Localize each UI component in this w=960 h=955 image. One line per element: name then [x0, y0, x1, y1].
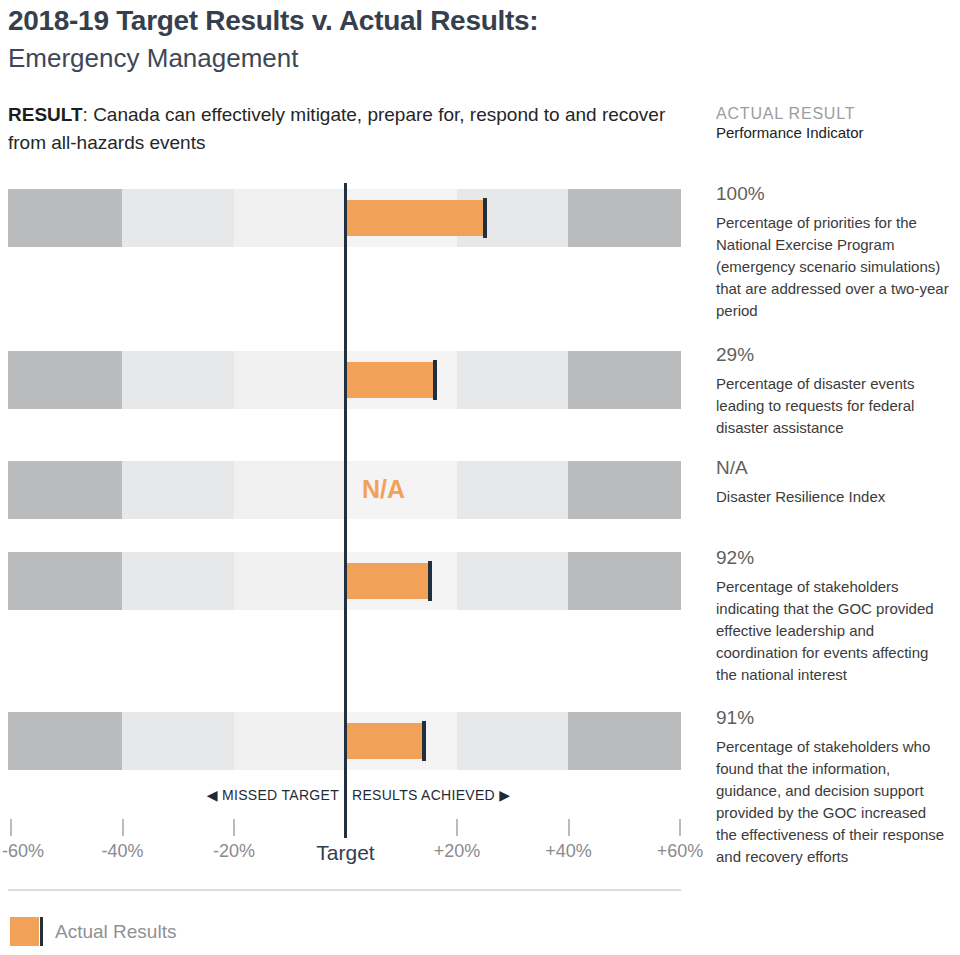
result-block: 92% Percentage of stakeholders indicating… — [716, 547, 949, 686]
band-segment — [122, 189, 234, 247]
band-segment — [568, 189, 681, 247]
band-segment — [568, 552, 681, 610]
performance-indicator-text: Disaster Resilience Index — [716, 486, 949, 508]
results-achieved-zone-label: RESULTS ACHIEVED ▶ — [352, 787, 510, 803]
axis-tick — [233, 819, 235, 836]
legend-actual-results-label: Actual Results — [55, 921, 176, 943]
band-segment — [234, 351, 346, 409]
band-segment — [8, 552, 122, 610]
axis-tick — [456, 819, 458, 836]
actual-result-bar — [347, 362, 436, 398]
performance-indicator-text: Percentage of stakeholders who found tha… — [716, 736, 949, 868]
band-segment — [234, 189, 346, 247]
performance-indicator-text: Percentage of priorities for the Nationa… — [716, 212, 949, 322]
axis-label: +20% — [434, 841, 481, 862]
bar-end-marker — [428, 561, 432, 601]
bar-end-marker — [422, 721, 426, 761]
band-segment — [234, 712, 346, 770]
band-segment — [457, 552, 569, 610]
band-segment — [8, 712, 122, 770]
actual-result-value: N/A — [716, 457, 949, 479]
axis-label: -40% — [101, 841, 143, 862]
result-label: RESULT — [8, 104, 83, 125]
band-segment — [122, 351, 234, 409]
page-title: 2018-19 Target Results v. Actual Results… — [8, 5, 538, 37]
actual-result-value: 100% — [716, 183, 949, 205]
band-segment — [122, 461, 234, 519]
axis-label: +60% — [657, 841, 704, 862]
actual-result-bar — [347, 563, 431, 599]
result-block: 91% Percentage of stakeholders who found … — [716, 707, 949, 868]
result-block: 29% Percentage of disaster events leading… — [716, 344, 949, 439]
result-block: N/A Disaster Resilience Index — [716, 457, 949, 508]
target-line — [344, 183, 347, 838]
axis-divider — [8, 889, 681, 891]
chart-legend: Actual Results — [10, 917, 176, 946]
result-statement: RESULT: Canada can effectively mitigate,… — [8, 101, 680, 157]
band-segment — [8, 189, 122, 247]
band-segment — [457, 712, 569, 770]
axis-label-target: Target — [316, 841, 374, 865]
actual-result-value: 29% — [716, 344, 949, 366]
axis-label: -20% — [213, 841, 255, 862]
report-page: 2018-19 Target Results v. Actual Results… — [0, 0, 960, 955]
band-segment — [568, 351, 681, 409]
performance-indicator-text: Percentage of disaster events leading to… — [716, 373, 949, 439]
band-segment — [457, 351, 569, 409]
result-text: : Canada can effectively mitigate, prepa… — [8, 104, 665, 153]
actual-result-column-header: ACTUAL RESULT — [716, 105, 855, 123]
band-segment — [568, 461, 681, 519]
band-segment — [122, 552, 234, 610]
axis-label: -60% — [2, 841, 44, 862]
bar-end-marker — [483, 198, 487, 238]
axis-tick — [122, 819, 124, 836]
axis-label: +40% — [545, 841, 592, 862]
performance-indicator-column-header: Performance Indicator — [716, 124, 864, 141]
band-segment — [457, 461, 569, 519]
actual-result-value: 92% — [716, 547, 949, 569]
axis-tick — [568, 819, 570, 836]
missed-target-zone-label: ◀ MISSED TARGET — [207, 787, 339, 803]
performance-indicator-text: Percentage of stakeholders indicating th… — [716, 576, 949, 686]
bar-end-marker — [433, 360, 437, 400]
axis-tick — [679, 819, 681, 836]
band-segment — [234, 461, 346, 519]
legend-target-marker-icon — [40, 917, 43, 946]
band-segment — [8, 351, 122, 409]
actual-result-value: 91% — [716, 707, 949, 729]
actual-result-bar — [347, 723, 425, 759]
na-label: N/A — [362, 475, 405, 504]
band-segment — [8, 461, 122, 519]
band-segment — [122, 712, 234, 770]
actual-result-bar — [347, 200, 486, 236]
result-block: 100% Percentage of priorities for the Nat… — [716, 183, 949, 322]
band-segment — [234, 552, 346, 610]
band-segment — [568, 712, 681, 770]
page-subtitle: Emergency Management — [8, 43, 298, 74]
axis-tick — [10, 819, 12, 836]
legend-actual-results-swatch — [10, 917, 39, 946]
